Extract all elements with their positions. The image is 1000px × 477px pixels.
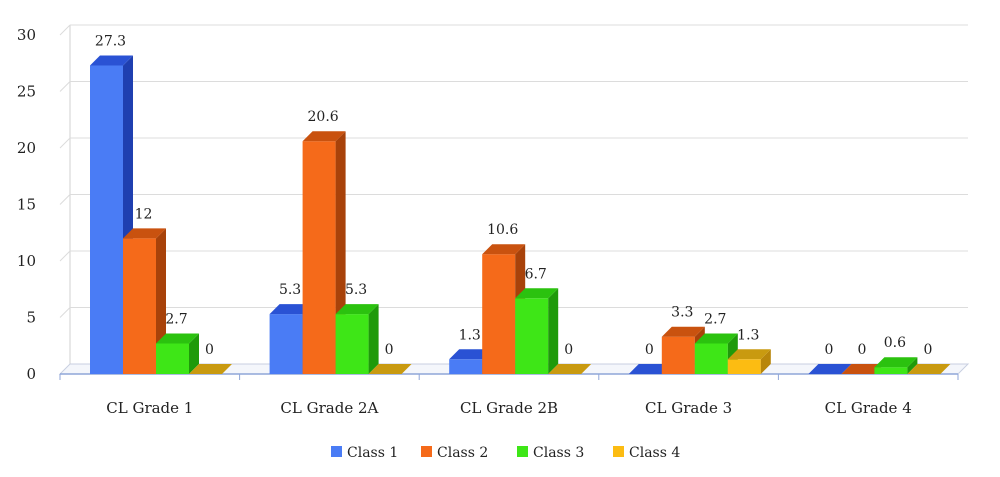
legend-label: Class 1 bbox=[347, 445, 398, 461]
bar-top bbox=[90, 55, 133, 66]
bar-front bbox=[269, 314, 303, 374]
bar-top bbox=[808, 364, 852, 374]
bar-front bbox=[727, 359, 761, 374]
bar-top bbox=[841, 364, 885, 374]
data-label: 6.7 bbox=[525, 266, 547, 282]
data-label: 0 bbox=[923, 342, 932, 358]
legend-label: Class 4 bbox=[629, 445, 680, 461]
y-tick-label: 5 bbox=[26, 309, 36, 327]
bar-top bbox=[907, 364, 951, 374]
bar-top bbox=[449, 349, 493, 360]
bar-front bbox=[156, 343, 189, 374]
gridline-diag bbox=[59, 24, 71, 36]
bar-top bbox=[874, 357, 918, 368]
data-label: 0 bbox=[564, 342, 573, 358]
data-label: 12 bbox=[135, 206, 153, 222]
y-tick-label: 25 bbox=[17, 83, 36, 101]
legend-swatch bbox=[613, 446, 624, 457]
bar-top bbox=[661, 326, 705, 337]
bar-front bbox=[302, 141, 336, 374]
y-tick-label: 0 bbox=[26, 365, 36, 383]
legend-label: Class 3 bbox=[533, 445, 584, 461]
bar-side bbox=[368, 304, 379, 374]
bar-top bbox=[727, 349, 771, 360]
data-label: 5.3 bbox=[279, 282, 301, 298]
data-label: 0.6 bbox=[884, 335, 906, 351]
bar-top bbox=[694, 333, 738, 344]
x-category-label: CL Grade 3 bbox=[645, 399, 732, 417]
bar-front bbox=[335, 314, 369, 374]
legend-swatch bbox=[331, 446, 342, 457]
data-label: 2.7 bbox=[704, 311, 726, 327]
data-label: 10.6 bbox=[487, 222, 518, 238]
bar-front bbox=[482, 254, 516, 374]
y-axis: 0 5 10 15 20 25 30 bbox=[17, 26, 36, 383]
bar-front bbox=[694, 343, 728, 374]
x-category-label: CL Grade 2B bbox=[460, 399, 558, 417]
x-axis: CL Grade 1 CL Grade 2A CL Grade 2B CL Grade… bbox=[59, 374, 959, 417]
bar-top bbox=[123, 228, 166, 239]
legend-label: Class 2 bbox=[437, 445, 488, 461]
bar-top bbox=[189, 364, 232, 374]
data-label: 2.7 bbox=[165, 311, 187, 327]
bar-front bbox=[90, 65, 123, 374]
gridline-diag bbox=[59, 307, 71, 318]
bar-top bbox=[482, 244, 526, 255]
x-category-label: CL Grade 4 bbox=[825, 399, 912, 417]
bar-side bbox=[907, 357, 918, 374]
data-label: 0 bbox=[824, 342, 833, 358]
y-tick-label: 10 bbox=[17, 252, 36, 270]
bar-front bbox=[661, 336, 695, 374]
x-category-label: CL Grade 2A bbox=[280, 399, 378, 417]
bar-top bbox=[335, 304, 379, 315]
y-tick-label: 15 bbox=[17, 196, 36, 214]
bar-top bbox=[269, 304, 313, 315]
bar-top bbox=[156, 333, 199, 344]
data-label: 27.3 bbox=[95, 34, 126, 50]
data-label: 5.3 bbox=[345, 282, 367, 298]
gridline-diag bbox=[59, 137, 71, 149]
bar-top bbox=[548, 364, 592, 374]
legend-swatch bbox=[421, 446, 432, 457]
y-tick-label: 20 bbox=[17, 139, 36, 157]
data-label: 1.3 bbox=[459, 327, 481, 343]
bar-side bbox=[548, 288, 559, 374]
bar-front bbox=[123, 238, 156, 374]
bar-top bbox=[368, 364, 412, 374]
bar-side bbox=[189, 333, 199, 374]
bar-top bbox=[628, 364, 672, 374]
y-tick-label: 30 bbox=[17, 26, 36, 44]
bar-side bbox=[760, 349, 771, 374]
data-label: 0 bbox=[645, 342, 654, 358]
data-labels: 27.3 12 2.7 0 5.3 20.6 5.3 0 1.3 10.6 6.7 0 0 3.3 2.7 1… bbox=[95, 34, 932, 358]
bar-front bbox=[449, 359, 483, 374]
bar-front bbox=[874, 367, 908, 374]
bar-top bbox=[515, 288, 559, 299]
gridline-diag bbox=[59, 250, 71, 262]
data-label: 20.6 bbox=[308, 109, 339, 125]
data-label: 0 bbox=[385, 342, 394, 358]
bar-front bbox=[515, 298, 549, 374]
data-label: 0 bbox=[205, 342, 214, 358]
data-label: 1.3 bbox=[737, 327, 759, 343]
gridline-diag bbox=[59, 81, 71, 92]
bars bbox=[90, 55, 951, 374]
data-label: 0 bbox=[857, 342, 866, 358]
gridline-diag bbox=[59, 194, 71, 205]
bar-top bbox=[302, 131, 346, 142]
legend: Class 1 Class 2 Class 3 Class 4 bbox=[331, 445, 680, 461]
data-label: 3.3 bbox=[671, 305, 693, 321]
gridlines bbox=[59, 24, 968, 364]
x-category-label: CL Grade 1 bbox=[106, 399, 193, 417]
legend-swatch bbox=[517, 446, 528, 457]
